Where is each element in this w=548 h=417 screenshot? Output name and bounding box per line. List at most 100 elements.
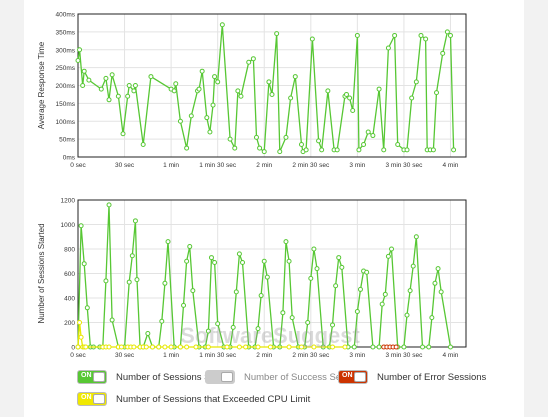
data-point [258, 293, 264, 299]
data-point [238, 93, 244, 99]
toggle-sessions-started[interactable]: ON [77, 370, 107, 384]
data-point [132, 218, 138, 224]
data-point [370, 133, 376, 139]
data-point [438, 289, 444, 295]
data-point [447, 32, 453, 38]
data-point [343, 91, 349, 97]
data-point [333, 283, 339, 289]
data-point [177, 118, 183, 124]
data-point [330, 344, 336, 350]
toggle-knob [354, 372, 366, 382]
x-tick-label: 2 min [256, 162, 272, 169]
y-tick-label: 200ms [55, 83, 75, 90]
data-point [361, 141, 367, 147]
data-point [140, 141, 146, 147]
data-point [316, 138, 322, 144]
x-tick-label: 1 min 30 sec [199, 352, 237, 359]
data-point [280, 310, 286, 316]
data-point [269, 91, 275, 97]
legend-label-error-sessions: Number of Error Sessions [377, 371, 487, 383]
data-point [243, 344, 249, 350]
data-point [224, 344, 230, 350]
legend-label-cpu-limit: Number of Sessions that Exceeded CPU Lim… [116, 393, 311, 405]
data-point [84, 305, 90, 311]
data-point [298, 141, 304, 147]
data-point [298, 344, 304, 350]
data-point [230, 324, 236, 330]
data-point [77, 47, 83, 53]
data-point [314, 266, 320, 272]
data-point [132, 83, 138, 88]
data-point [277, 149, 283, 155]
legend-item-cpu-limit[interactable]: ON Number of Sessions that Exceeded CPU … [77, 391, 310, 407]
data-point [131, 88, 137, 94]
x-tick-label: 0 sec [70, 352, 86, 359]
data-point [351, 344, 357, 350]
data-point [379, 301, 385, 307]
toggle-label: ON [342, 372, 353, 379]
data-point [423, 36, 429, 42]
data-point [350, 108, 356, 114]
data-point [330, 322, 336, 328]
data-point [385, 253, 391, 259]
data-point [267, 344, 273, 350]
data-point [393, 344, 399, 350]
x-tick-label: 1 min 30 sec [199, 162, 237, 169]
y-tick-label: 200 [64, 320, 75, 327]
data-point [98, 86, 104, 92]
data-point [286, 344, 292, 350]
data-point [115, 93, 121, 99]
data-point [204, 115, 210, 121]
data-point [86, 77, 92, 83]
data-point [264, 274, 270, 280]
data-point [210, 102, 216, 108]
data-point [426, 344, 432, 350]
x-tick-label: 2 min 30 sec [292, 352, 330, 359]
data-point [420, 344, 426, 350]
data-point [205, 328, 211, 334]
x-tick-label: 4 min [443, 162, 459, 169]
data-point [286, 258, 292, 264]
y-axis-title: Average Response Time [37, 41, 46, 129]
data-point [376, 86, 382, 92]
legend-label-success-sessions: Number of Success Sessions [244, 371, 369, 383]
data-point [81, 261, 87, 267]
legend-item-sessions-started[interactable]: ON Number of Sessions Started [77, 369, 235, 385]
data-point [159, 318, 165, 324]
plot-border [77, 13, 467, 158]
toggle-cpu-limit[interactable]: ON [77, 392, 107, 406]
data-point [274, 31, 280, 37]
data-point [188, 113, 194, 119]
data-point [171, 88, 177, 94]
data-point [199, 68, 205, 74]
data-point [75, 57, 81, 63]
data-point [162, 344, 168, 350]
toggle-success-sessions[interactable] [205, 370, 235, 384]
legend-item-success-sessions[interactable]: Number of Success Sessions [205, 369, 368, 385]
y-tick-label: 1200 [61, 198, 76, 205]
data-point [240, 259, 246, 265]
data-point [305, 320, 311, 325]
y-tick-label: 100ms [55, 119, 75, 126]
y-tick-label: 250ms [55, 65, 75, 72]
data-point [103, 278, 109, 284]
data-point [145, 331, 151, 337]
data-point [418, 32, 424, 38]
data-point [336, 255, 342, 261]
data-point [77, 320, 83, 325]
data-point [215, 79, 221, 85]
data-point [308, 275, 314, 281]
data-point [404, 312, 410, 318]
data-point [255, 326, 261, 332]
data-point [103, 75, 109, 81]
series-line [77, 24, 455, 153]
toggle-error-sessions[interactable]: ON [338, 370, 368, 384]
x-tick-label: 4 min [443, 352, 459, 359]
y-tick-label: 600 [64, 271, 75, 278]
legend-item-error-sessions[interactable]: ON Number of Error Sessions [338, 369, 486, 385]
data-point [219, 22, 225, 28]
y-tick-label: 400ms [55, 12, 75, 19]
data-point [236, 344, 242, 350]
x-tick-label: 2 min 30 sec [292, 162, 330, 169]
data-point [364, 269, 370, 275]
